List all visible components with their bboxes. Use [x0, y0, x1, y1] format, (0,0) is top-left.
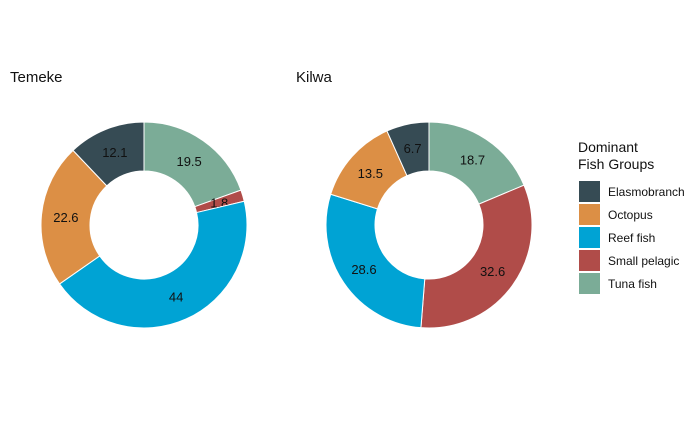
legend-label-octopus: Octopus	[608, 208, 653, 222]
legend-title-line1: Dominant	[578, 139, 638, 155]
legend: Dominant Fish Groups Elasmobranch Octopus…	[578, 139, 685, 294]
slice-label-temeke-elasmobranch: 12.1	[102, 145, 127, 160]
legend-label-tuna-fish: Tuna fish	[608, 277, 657, 291]
legend-label-elasmobranch: Elasmobranch	[608, 185, 685, 199]
slice-label-temeke-octopus: 22.6	[53, 210, 78, 225]
slice-temeke-octopus	[40, 149, 108, 285]
chart-title-temeke: Temeke	[10, 69, 63, 86]
slice-kilwa-small-pelagic	[420, 184, 533, 329]
legend-swatch-reef-fish	[579, 227, 600, 248]
slice-label-kilwa-elasmobranch: 6.7	[404, 141, 422, 156]
slice-kilwa-elasmobranch	[386, 121, 430, 177]
slice-label-temeke-reef-fish: 44	[169, 290, 183, 305]
legend-label-small-pelagic: Small pelagic	[608, 254, 679, 268]
slice-temeke-elasmobranch	[72, 121, 145, 187]
slice-label-temeke-tuna-fish: 19.5	[176, 154, 201, 169]
legend-swatch-small-pelagic	[579, 250, 600, 271]
legend-title-line2: Fish Groups	[578, 156, 654, 172]
slice-label-kilwa-reef-fish: 28.6	[351, 262, 376, 277]
slice-temeke-reef-fish	[58, 200, 248, 329]
slice-label-kilwa-small-pelagic: 32.6	[480, 264, 505, 279]
slice-label-kilwa-tuna-fish: 18.7	[460, 153, 485, 168]
slice-label-kilwa-octopus: 13.5	[358, 166, 383, 181]
legend-swatch-tuna-fish	[579, 273, 600, 294]
chart-title-kilwa: Kilwa	[296, 69, 333, 86]
legend-label-reef-fish: Reef fish	[608, 231, 655, 245]
legend-swatch-octopus	[579, 204, 600, 225]
donut-kilwa: 18.7 32.6 28.6 13.5 6.7	[325, 121, 533, 329]
legend-swatch-elasmobranch	[579, 181, 600, 202]
slice-kilwa-reef-fish	[325, 193, 426, 329]
